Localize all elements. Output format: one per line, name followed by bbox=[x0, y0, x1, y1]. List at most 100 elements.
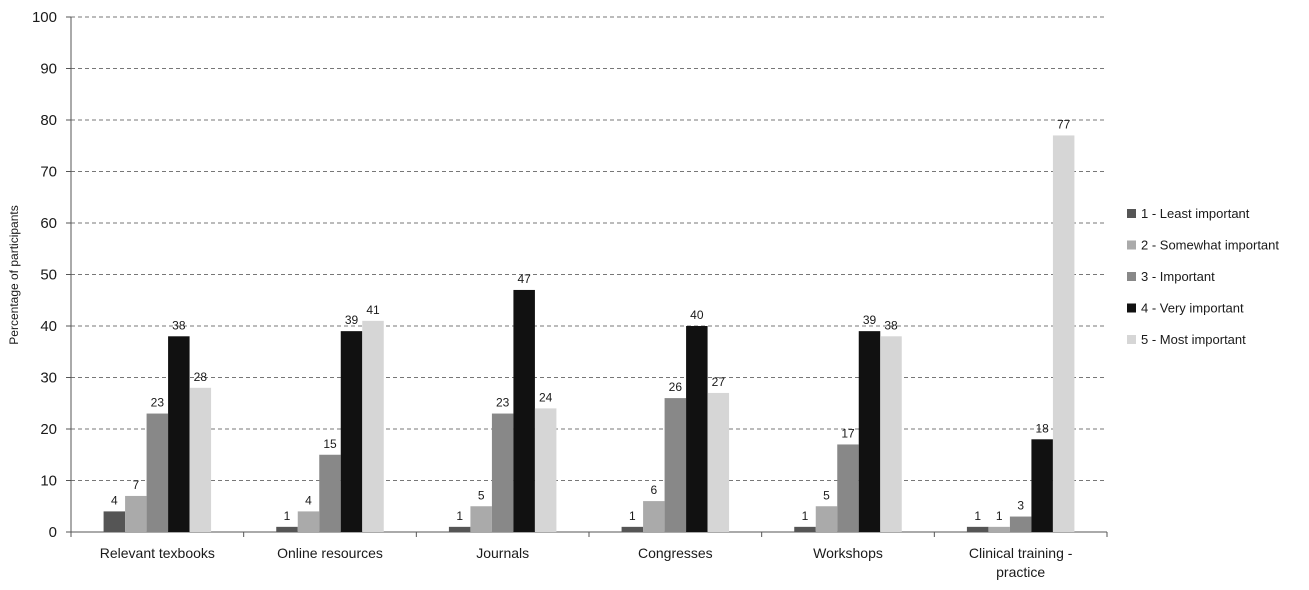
legend-swatch bbox=[1127, 240, 1136, 250]
legend: 1 - Least important 2 - Somewhat importan… bbox=[1127, 206, 1279, 347]
bar bbox=[146, 413, 169, 532]
y-tick-label: 70 bbox=[40, 164, 57, 181]
axes: 0 10 20 30 40 50 60 70 80 90 100 Relevant texbooks O… bbox=[32, 9, 1108, 580]
bar bbox=[448, 526, 471, 532]
x-category-label: Relevant texbooks bbox=[100, 545, 215, 561]
legend-label: 1 - Least important bbox=[1141, 206, 1250, 221]
bar bbox=[643, 501, 665, 532]
data-label: 1 bbox=[802, 509, 809, 523]
bar bbox=[297, 511, 320, 532]
legend-label: 3 - Important bbox=[1141, 269, 1215, 284]
data-label: 1 bbox=[974, 509, 981, 523]
bar bbox=[837, 444, 859, 532]
data-label: 1 bbox=[456, 509, 463, 523]
data-label: 39 bbox=[345, 313, 359, 327]
legend-item: 2 - Somewhat important bbox=[1127, 238, 1279, 253]
data-label: 41 bbox=[366, 303, 380, 317]
data-label: 3 bbox=[1017, 499, 1024, 513]
bar bbox=[470, 506, 492, 532]
data-label: 4 bbox=[111, 493, 118, 507]
x-category-label: Workshops bbox=[813, 545, 883, 561]
data-label: 38 bbox=[172, 318, 186, 332]
bar bbox=[815, 506, 838, 532]
y-tick-label: 10 bbox=[40, 473, 57, 490]
y-axis-title: Percentage of participants bbox=[7, 205, 21, 344]
data-label: 77 bbox=[1057, 117, 1071, 131]
data-label: 23 bbox=[496, 396, 510, 410]
data-label: 18 bbox=[1035, 421, 1049, 435]
bar bbox=[988, 526, 1010, 532]
y-tick-label: 80 bbox=[40, 112, 57, 129]
bar bbox=[534, 408, 557, 532]
y-tick-label: 20 bbox=[40, 421, 57, 438]
bar bbox=[340, 331, 363, 532]
bar bbox=[664, 398, 687, 532]
y-tick-label: 30 bbox=[40, 370, 57, 387]
legend-label: 4 - Very important bbox=[1141, 301, 1244, 316]
x-category-label: Journals bbox=[476, 545, 529, 561]
legend-item: 4 - Very important bbox=[1127, 301, 1244, 316]
bar bbox=[103, 511, 126, 532]
data-label: 28 bbox=[194, 370, 208, 384]
legend-item: 3 - Important bbox=[1127, 269, 1215, 284]
data-label: 47 bbox=[517, 272, 531, 286]
y-tick-label: 0 bbox=[49, 524, 57, 541]
legend-swatch bbox=[1127, 303, 1136, 313]
bar bbox=[686, 326, 708, 532]
data-label: 7 bbox=[132, 478, 139, 492]
legend-swatch bbox=[1127, 209, 1136, 218]
x-category-label: Online resources bbox=[277, 545, 383, 561]
bar bbox=[125, 495, 147, 532]
y-tick-label: 100 bbox=[32, 9, 57, 26]
bar bbox=[858, 331, 881, 532]
data-label: 23 bbox=[151, 396, 165, 410]
bar bbox=[319, 454, 341, 532]
bar bbox=[491, 413, 514, 532]
legend-swatch bbox=[1127, 335, 1136, 344]
data-label: 27 bbox=[712, 375, 726, 389]
bars bbox=[103, 135, 1075, 532]
bar bbox=[880, 336, 902, 532]
legend-swatch bbox=[1127, 272, 1136, 281]
bar bbox=[1031, 439, 1053, 532]
legend-label: 2 - Somewhat important bbox=[1141, 238, 1279, 253]
data-label: 39 bbox=[863, 313, 877, 327]
bar bbox=[513, 289, 535, 532]
bar bbox=[362, 320, 384, 532]
y-tick-label: 40 bbox=[40, 318, 57, 335]
legend-item: 5 - Most important bbox=[1127, 332, 1246, 347]
data-label: 1 bbox=[996, 509, 1003, 523]
bar bbox=[1052, 135, 1075, 532]
data-label: 5 bbox=[823, 488, 830, 502]
legend-item: 1 - Least important bbox=[1127, 206, 1250, 221]
data-label: 5 bbox=[478, 488, 485, 502]
data-label: 26 bbox=[669, 380, 683, 394]
bar bbox=[707, 392, 730, 532]
data-label: 38 bbox=[884, 318, 898, 332]
y-tick-label: 50 bbox=[40, 267, 57, 284]
legend-label: 5 - Most important bbox=[1141, 332, 1246, 347]
bar bbox=[1009, 516, 1032, 532]
gridlines bbox=[71, 16, 1107, 481]
bar bbox=[966, 526, 989, 532]
data-label: 17 bbox=[841, 426, 855, 440]
data-label: 15 bbox=[323, 437, 337, 451]
bar bbox=[276, 526, 298, 532]
bar bbox=[794, 526, 816, 532]
data-label: 1 bbox=[629, 509, 636, 523]
data-label: 4 bbox=[305, 493, 312, 507]
data-label: 40 bbox=[690, 308, 704, 322]
bar bbox=[621, 526, 644, 532]
data-label: 24 bbox=[539, 390, 553, 404]
data-label: 1 bbox=[284, 509, 291, 523]
data-label: 6 bbox=[650, 483, 657, 497]
x-category-label: Clinical training -practice bbox=[969, 545, 1073, 580]
bar bbox=[168, 336, 190, 532]
y-tick-label: 90 bbox=[40, 61, 57, 78]
x-category-label: Congresses bbox=[638, 545, 713, 561]
bar bbox=[189, 387, 212, 532]
y-tick-label: 60 bbox=[40, 215, 57, 232]
